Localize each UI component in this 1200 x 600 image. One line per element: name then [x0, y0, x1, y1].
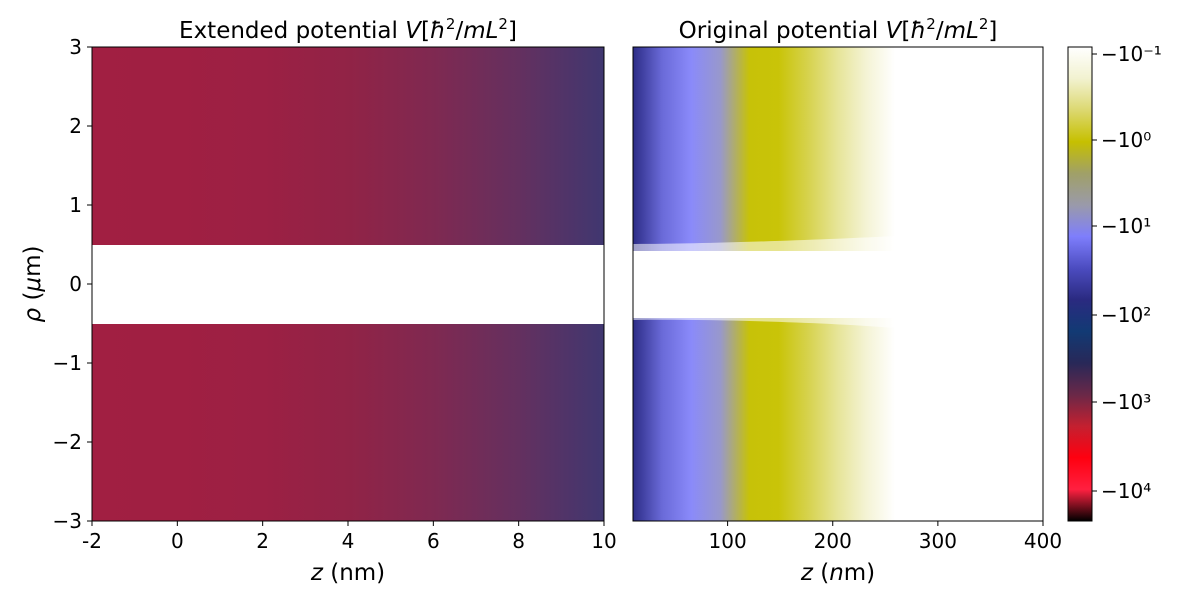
left-panel: Extended potential V[ħ2/mL2] -2 0 2 4 6 8 10 3…	[20, 15, 617, 586]
left-panel-title: Extended potential V[ħ2/mL2]	[179, 15, 517, 44]
right-panel: Original potential V[ħ2/mL2] 100 200 300 40…	[632, 15, 1062, 586]
left-y-tick-label: −2	[53, 430, 82, 454]
left-x-axis-title: z (nm)	[310, 560, 385, 586]
colorbar-tick-label: −10²	[1101, 303, 1151, 327]
right-x-axis-title: z (nm)	[800, 560, 875, 586]
left-y-tick-label: 0	[69, 272, 82, 296]
left-x-ticks: -2 0 2 4 6 8 10	[82, 521, 617, 553]
colorbar-gradient	[1068, 47, 1092, 521]
right-plot-frame	[632, 46, 1044, 522]
colorbar-tick-label: −10³	[1101, 390, 1151, 414]
left-x-tick-label: 8	[512, 529, 525, 553]
left-x-tick-label: 4	[342, 529, 355, 553]
colorbar-tick-label: −10⁻¹	[1101, 42, 1162, 66]
left-y-tick-label: 3	[69, 35, 82, 59]
right-x-tick-label: 100	[709, 529, 747, 553]
colorbar-tick-label: −10⁴	[1101, 479, 1151, 503]
colorbar: −10⁻¹ −10⁰ −10¹ −10² −10³ −10⁴	[1067, 42, 1162, 522]
left-x-tick-label: 2	[256, 529, 269, 553]
right-heatmap-upper	[633, 47, 895, 251]
colorbar-ticks: −10⁻¹ −10⁰ −10¹ −10² −10³ −10⁴	[1092, 42, 1162, 503]
left-y-tick-label: 2	[69, 114, 82, 138]
right-upper-band-tail	[633, 236, 895, 251]
right-x-tick-label: 400	[1024, 529, 1062, 553]
right-heatmap-lower	[633, 318, 895, 521]
left-x-tick-label: -2	[82, 529, 102, 553]
left-x-tick-label: 10	[591, 529, 616, 553]
left-x-tick-label: 6	[427, 529, 440, 553]
left-heatmap-upper	[92, 47, 604, 245]
left-y-axis-title: ρ (μm)	[20, 246, 46, 323]
left-y-tick-label: −1	[53, 351, 82, 375]
left-x-tick-label: 0	[171, 529, 184, 553]
right-lower-band-tail	[633, 318, 895, 328]
right-panel-title: Original potential V[ħ2/mL2]	[679, 15, 998, 44]
left-y-tick-label: 1	[69, 193, 82, 217]
right-x-tick-label: 300	[919, 529, 957, 553]
right-x-ticks: 100 200 300 400	[709, 521, 1062, 553]
left-y-ticks: 3 2 1 0 −1 −2 −3	[53, 35, 92, 533]
colorbar-frame	[1067, 46, 1093, 522]
colorbar-tick-label: −10⁰	[1101, 128, 1151, 152]
right-x-tick-label: 200	[814, 529, 852, 553]
left-y-tick-label: −3	[53, 509, 82, 533]
left-heatmap-lower	[92, 324, 604, 521]
colorbar-tick-label: −10¹	[1101, 214, 1151, 238]
